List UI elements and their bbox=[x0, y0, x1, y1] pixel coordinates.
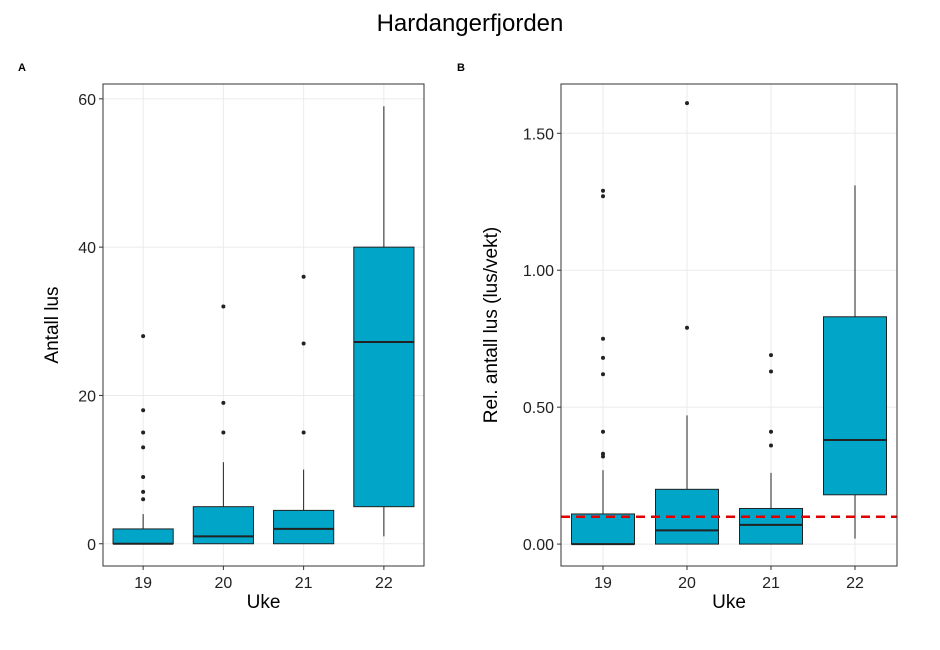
outlier-point bbox=[601, 194, 605, 199]
panel-label-b: B bbox=[457, 62, 465, 74]
y-tick-label: 1.50 bbox=[523, 126, 554, 143]
box-week-21 bbox=[739, 353, 803, 545]
plot-frame bbox=[560, 83, 898, 567]
x-tick-label: 20 bbox=[678, 575, 696, 592]
panel-a: 0 20 40 60 19 20 21 22 Uke Antall lus bbox=[42, 83, 425, 613]
outlier-point bbox=[301, 341, 306, 346]
y-axis-title: Antall lus bbox=[42, 286, 63, 363]
y-tick-label: 1.00 bbox=[523, 263, 554, 280]
y-tick-label: 0.50 bbox=[523, 400, 554, 417]
box-iqr bbox=[823, 316, 887, 496]
outlier-point bbox=[221, 430, 226, 435]
outlier-point bbox=[769, 353, 773, 358]
box-week-20 bbox=[192, 304, 254, 545]
outlier-point bbox=[141, 489, 146, 494]
x-tick-label: 19 bbox=[594, 575, 612, 592]
outlier-point bbox=[301, 430, 306, 435]
box-iqr bbox=[571, 513, 635, 545]
outlier-point bbox=[221, 400, 226, 405]
y-tick-label: 60 bbox=[78, 92, 96, 109]
outlier-point bbox=[769, 429, 773, 434]
outlier-point bbox=[601, 188, 605, 193]
outlier-point bbox=[601, 429, 605, 434]
outlier-point bbox=[685, 325, 689, 330]
y-tick-label: 0 bbox=[87, 537, 96, 554]
outlier-point bbox=[141, 475, 146, 480]
box-week-22 bbox=[353, 106, 415, 537]
box-iqr bbox=[739, 507, 803, 545]
box-week-22 bbox=[823, 185, 887, 539]
chart-title: Hardangerfjorden bbox=[376, 10, 564, 37]
y-tick-label: 0.00 bbox=[523, 537, 554, 554]
panel-label-a: A bbox=[18, 62, 26, 74]
box-week-19 bbox=[112, 334, 174, 545]
box-iqr bbox=[353, 246, 415, 508]
outlier-point bbox=[769, 369, 773, 374]
outlier-point bbox=[301, 274, 306, 279]
x-axis-title: Uke bbox=[712, 592, 746, 613]
x-tick-label: 22 bbox=[846, 575, 864, 592]
outlier-point bbox=[685, 101, 689, 106]
outlier-point bbox=[601, 454, 605, 459]
outlier-point bbox=[601, 336, 605, 341]
outlier-point bbox=[141, 445, 146, 450]
x-tick-label: 19 bbox=[134, 575, 152, 592]
x-tick-label: 21 bbox=[762, 575, 780, 592]
x-axis-title: Uke bbox=[247, 592, 281, 613]
x-tick-label: 20 bbox=[214, 575, 232, 592]
box-iqr bbox=[112, 528, 174, 545]
y-tick-label: 20 bbox=[78, 388, 96, 405]
outlier-point bbox=[221, 304, 226, 309]
x-tick-label: 22 bbox=[375, 575, 393, 592]
outlier-point bbox=[141, 408, 146, 413]
y-tick-label: 40 bbox=[78, 240, 96, 257]
outlier-point bbox=[141, 430, 146, 435]
y-axis-title: Rel. antall lus (lus/vekt) bbox=[481, 227, 502, 423]
box-iqr bbox=[192, 506, 254, 545]
outlier-point bbox=[601, 355, 605, 360]
plot-frame bbox=[102, 83, 425, 567]
outlier-point bbox=[769, 443, 773, 448]
panel-b: 0.00 0.50 1.00 1.50 19 20 21 22 Uke Rel. antall l… bbox=[481, 83, 898, 613]
outlier-point bbox=[141, 497, 146, 502]
box-week-19 bbox=[571, 188, 635, 546]
outlier-point bbox=[601, 451, 605, 456]
box-iqr bbox=[273, 509, 335, 545]
x-tick-label: 21 bbox=[295, 575, 313, 592]
outlier-point bbox=[141, 334, 146, 339]
outlier-point bbox=[601, 372, 605, 377]
box-week-21 bbox=[273, 274, 335, 545]
